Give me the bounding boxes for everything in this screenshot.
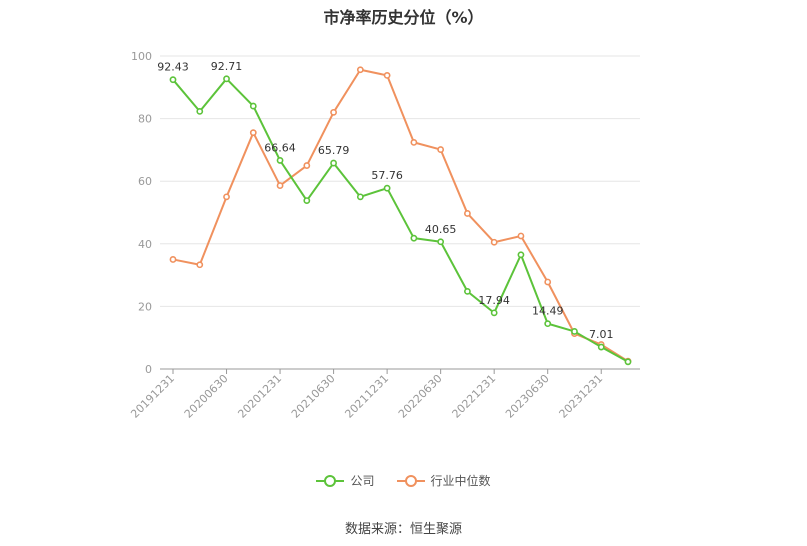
data-point[interactable] xyxy=(544,320,552,328)
y-tick-label: 100 xyxy=(131,50,152,63)
data-point[interactable] xyxy=(330,108,337,116)
data-point[interactable] xyxy=(356,66,364,74)
x-tick-label: 20230630 xyxy=(503,372,552,421)
data-labels: 92.43 92.71 66.64 65.79 57.76 40.65 17.94 14.49… xyxy=(157,60,613,341)
chart-title: 市净率历史分位（%） xyxy=(323,8,484,27)
data-point[interactable] xyxy=(196,261,204,269)
series-lines xyxy=(169,66,632,366)
x-tick-label: 20211231 xyxy=(342,372,391,421)
data-label: 92.43 xyxy=(157,61,189,74)
x-tick-label: 20201231 xyxy=(235,372,284,421)
data-point[interactable] xyxy=(249,129,257,137)
data-point[interactable] xyxy=(383,184,391,192)
legend: 公司 行业中位数 xyxy=(0,472,807,489)
data-point[interactable] xyxy=(410,234,418,242)
data-point[interactable] xyxy=(249,102,257,110)
data-point[interactable] xyxy=(303,197,311,205)
x-tick-label: 20221231 xyxy=(450,372,499,421)
data-point[interactable] xyxy=(356,193,364,201)
legend-label-company: 公司 xyxy=(350,474,375,488)
data-point[interactable] xyxy=(303,162,311,169)
data-point[interactable] xyxy=(196,108,204,115)
data-label: 14.49 xyxy=(532,305,564,318)
y-tick-label: 40 xyxy=(138,238,152,251)
data-point[interactable] xyxy=(169,76,177,84)
data-point[interactable] xyxy=(517,232,525,240)
data-label: 17.94 xyxy=(478,294,510,307)
series-line-1 xyxy=(172,68,629,363)
legend-item-company[interactable]: 公司 xyxy=(316,472,375,489)
x-tick-label: 20200630 xyxy=(182,372,231,421)
source-note: 数据来源：恒生聚源 xyxy=(344,522,462,537)
data-point[interactable] xyxy=(624,358,632,366)
x-tick-label: 20210630 xyxy=(289,372,338,421)
data-point[interactable] xyxy=(276,182,284,189)
data-point[interactable] xyxy=(437,146,445,153)
data-label: 65.79 xyxy=(318,144,350,157)
data-point[interactable] xyxy=(437,238,445,246)
data-point[interactable] xyxy=(490,238,498,246)
data-point[interactable] xyxy=(223,193,230,201)
data-label: 66.64 xyxy=(264,141,296,154)
data-label: 40.65 xyxy=(425,223,457,236)
data-point[interactable] xyxy=(490,309,498,317)
data-label: 7.01 xyxy=(589,328,614,341)
y-tick-label: 0 xyxy=(145,363,152,376)
data-point[interactable] xyxy=(597,343,605,351)
data-point[interactable] xyxy=(169,256,177,263)
x-tick-label: 20220630 xyxy=(396,372,445,421)
y-tick-label: 60 xyxy=(138,175,152,188)
data-point[interactable] xyxy=(544,278,552,286)
data-point[interactable] xyxy=(464,287,471,295)
data-point[interactable] xyxy=(410,138,418,146)
data-point[interactable] xyxy=(383,72,391,79)
legend-item-industry-median[interactable]: 行业中位数 xyxy=(396,472,491,489)
y-tick-label: 20 xyxy=(138,300,152,313)
data-point[interactable] xyxy=(517,251,525,259)
data-point[interactable] xyxy=(223,75,230,83)
data-point[interactable] xyxy=(464,210,471,217)
data-label: 57.76 xyxy=(371,169,403,182)
legend-marker-green-icon xyxy=(316,474,345,487)
data-point[interactable] xyxy=(571,328,578,335)
x-tick-label: 20191231 xyxy=(128,372,177,421)
data-label: 92.71 xyxy=(211,60,243,73)
y-tick-label: 80 xyxy=(138,113,152,126)
x-tick-label: 20231231 xyxy=(557,372,606,421)
data-point[interactable] xyxy=(330,159,337,167)
series-line-0 xyxy=(172,77,629,363)
legend-label-industry-median: 行业中位数 xyxy=(430,474,491,488)
data-point[interactable] xyxy=(276,157,284,164)
legend-marker-orange-icon xyxy=(396,474,425,487)
